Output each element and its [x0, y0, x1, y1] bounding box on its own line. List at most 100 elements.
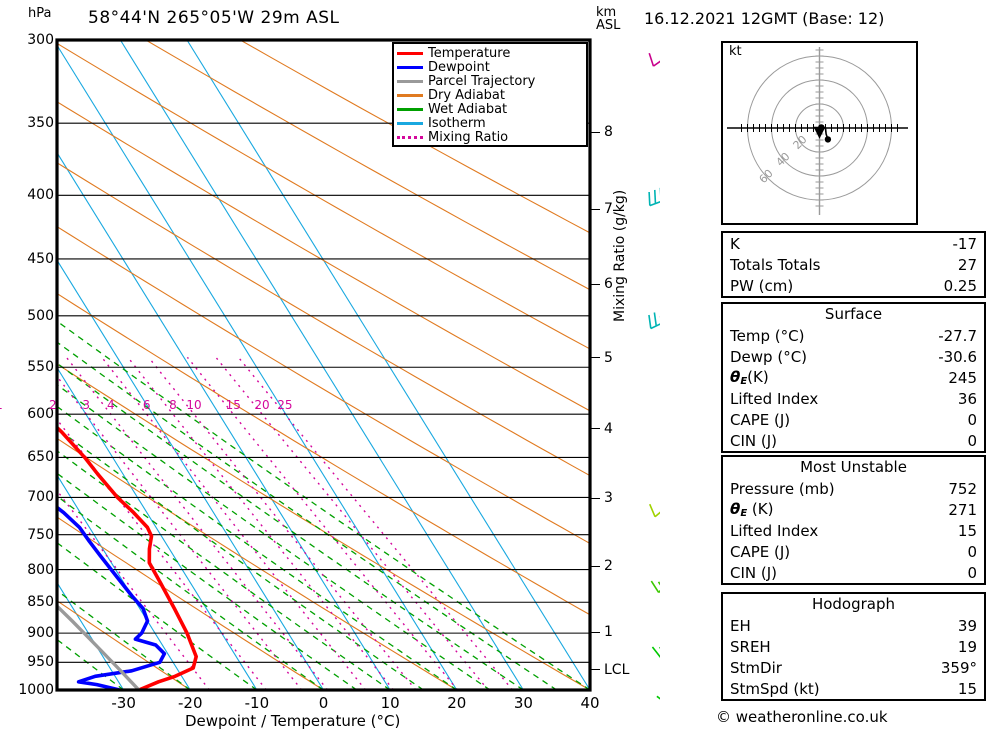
row-label: Lifted Index — [730, 389, 819, 408]
row-value: 0 — [967, 431, 977, 450]
row-label: EH — [730, 616, 751, 635]
row-value: 19 — [957, 637, 977, 656]
legend-item: Dry Adiabat — [397, 88, 583, 102]
page-title: 58°44'N 265°05'W 29m ASL — [88, 8, 340, 28]
table-row: K -17 — [723, 233, 984, 254]
legend-swatch — [397, 65, 423, 69]
forecast-date-header: 16.12.2021 12GMT (Base: 12) — [644, 9, 885, 28]
table-row: CAPE (J) 0 — [723, 409, 984, 430]
lcl-tick-mark — [590, 669, 600, 671]
row-label: θE (K) — [730, 500, 774, 519]
x-axis-title: Dewpoint / Temperature (°C) — [185, 712, 401, 730]
row-value: 271 — [948, 500, 977, 519]
legend-item: Wet Adiabat — [397, 102, 583, 116]
legend-item: Dewpoint — [397, 60, 583, 74]
row-value: 0.25 — [943, 276, 977, 295]
mixing-ratio-labels: 1 2 34 6 8 10 15 20 25 — [0, 398, 293, 413]
legend-item-label: Parcel Trajectory — [428, 73, 536, 89]
legend-swatch — [397, 51, 423, 55]
height-axis-unit-line2: ASL — [596, 18, 621, 33]
row-value: 0 — [967, 542, 977, 561]
height-tick-label: 2 — [604, 558, 613, 575]
temperature-tick-label: -20 — [178, 694, 203, 712]
mixing-ratio-value-label: 25 — [277, 398, 293, 413]
row-label: StmDir — [730, 658, 782, 677]
legend-swatch — [397, 121, 423, 125]
mixing-ratio-value-label: 8 — [169, 398, 177, 413]
table-row: SREH 19 — [723, 636, 984, 657]
table-row: Pressure (mb) 752 — [723, 478, 984, 499]
legend-item-label: Mixing Ratio — [428, 129, 509, 145]
height-axis-unit: km ASL — [596, 6, 620, 32]
hodograph-stats-title: Hodograph — [811, 595, 896, 613]
pressure-tick-label: 750 — [27, 526, 54, 543]
row-value: 0 — [967, 563, 977, 582]
height-tick-label: 6 — [604, 276, 613, 293]
height-tick-mark — [590, 357, 600, 359]
height-tick-mark — [590, 631, 600, 633]
temperature-tick-label: 20 — [447, 694, 467, 712]
table-row: Lifted Index 15 — [723, 520, 984, 541]
height-tick-label: 4 — [604, 420, 613, 437]
height-tick-label: 8 — [604, 124, 613, 141]
height-tick-mark — [590, 428, 600, 430]
surface-parcel-table: Surface Temp (°C) -27.7 Dewp (°C) -30.6 θE(K)… — [721, 302, 986, 453]
legend-item: Mixing Ratio — [397, 130, 583, 144]
hodograph-unit-label: kt — [729, 44, 742, 59]
copyright-footer: © weatheronline.co.uk — [716, 708, 888, 726]
temperature-tick-label: -10 — [244, 694, 270, 712]
pressure-tick-label: 550 — [27, 359, 54, 376]
pressure-axis-unit: hPa — [28, 6, 52, 21]
mixing-ratio-value-label: 1 — [0, 398, 3, 412]
height-tick-mark — [590, 565, 600, 567]
row-label: Dewp (°C) — [730, 347, 808, 366]
mixing-ratio-value-label: 20 — [254, 398, 270, 413]
hodograph-stats-table: Hodograph EH 39 SREH 19 StmDir 359° StmSpd (kt)… — [721, 592, 986, 701]
chart-legend: Temperature Dewpoint Parcel Trajectory Dry … — [392, 42, 588, 147]
mixing-ratio-value-label: 15 — [225, 398, 241, 413]
pressure-tick-label: 450 — [27, 250, 54, 267]
legend-item: Temperature — [397, 46, 583, 60]
mixing-ratio-value-label: 6 — [142, 398, 151, 413]
row-label: CIN (J) — [730, 431, 778, 450]
row-value: 15 — [957, 521, 977, 540]
hodograph-panel: 20 40 60 — [721, 41, 918, 225]
table-row: CAPE (J) 0 — [723, 541, 984, 562]
temperature-tick-label: 0 — [318, 694, 329, 712]
table-row: θE (K) 271 — [723, 499, 984, 520]
pressure-tick-label: 800 — [27, 561, 54, 578]
height-tick-mark — [590, 208, 600, 210]
row-label: PW (cm) — [730, 276, 794, 295]
row-label: K — [730, 234, 740, 253]
temperature-tick-label: 30 — [513, 694, 533, 712]
most-unstable-parcel-table: Most Unstable Pressure (mb) 752 θE (K) 271 Li… — [721, 455, 986, 585]
row-value: -27.7 — [938, 326, 977, 345]
row-value: 36 — [957, 389, 977, 408]
row-label: CAPE (J) — [730, 542, 791, 561]
table-row: PW (cm) 0.25 — [723, 275, 984, 296]
temperature-tick-label: 10 — [380, 694, 400, 712]
table-row: StmSpd (kt) 15 — [723, 678, 984, 699]
temperature-axis-ticks: -30 -20 -10 0 10 20 30 40 — [0, 694, 660, 716]
pressure-tick-label: 350 — [27, 115, 54, 132]
legend-item-label: Dewpoint — [428, 59, 490, 75]
height-tick-label: 3 — [604, 490, 613, 507]
pressure-tick-label: 850 — [27, 594, 54, 611]
row-label: SREH — [730, 637, 771, 656]
pressure-axis-ticks: 300 350 400 450 500 550 600 650 700 750 800 850 900 9… — [0, 0, 54, 705]
height-axis-ticks: 1 2 3 4 5 6 7 8 LCL — [590, 0, 640, 705]
row-value: -30.6 — [938, 347, 977, 366]
legend-item-label: Wet Adiabat — [428, 101, 508, 117]
height-tick-label: 5 — [604, 349, 613, 366]
mixing-ratio-value-label: 2 — [49, 398, 57, 413]
row-label: StmSpd (kt) — [730, 679, 820, 698]
temperature-tick-label: 40 — [580, 694, 600, 712]
row-value: 752 — [948, 479, 977, 498]
lcl-label: LCL — [604, 661, 630, 678]
row-label: θE(K) — [730, 368, 769, 387]
legend-item: Isotherm — [397, 116, 583, 130]
stability-indices-table: K -17 Totals Totals 27 PW (cm) 0.25 — [721, 231, 986, 298]
pressure-tick-label: 950 — [27, 654, 54, 671]
surface-title: Surface — [824, 305, 883, 323]
